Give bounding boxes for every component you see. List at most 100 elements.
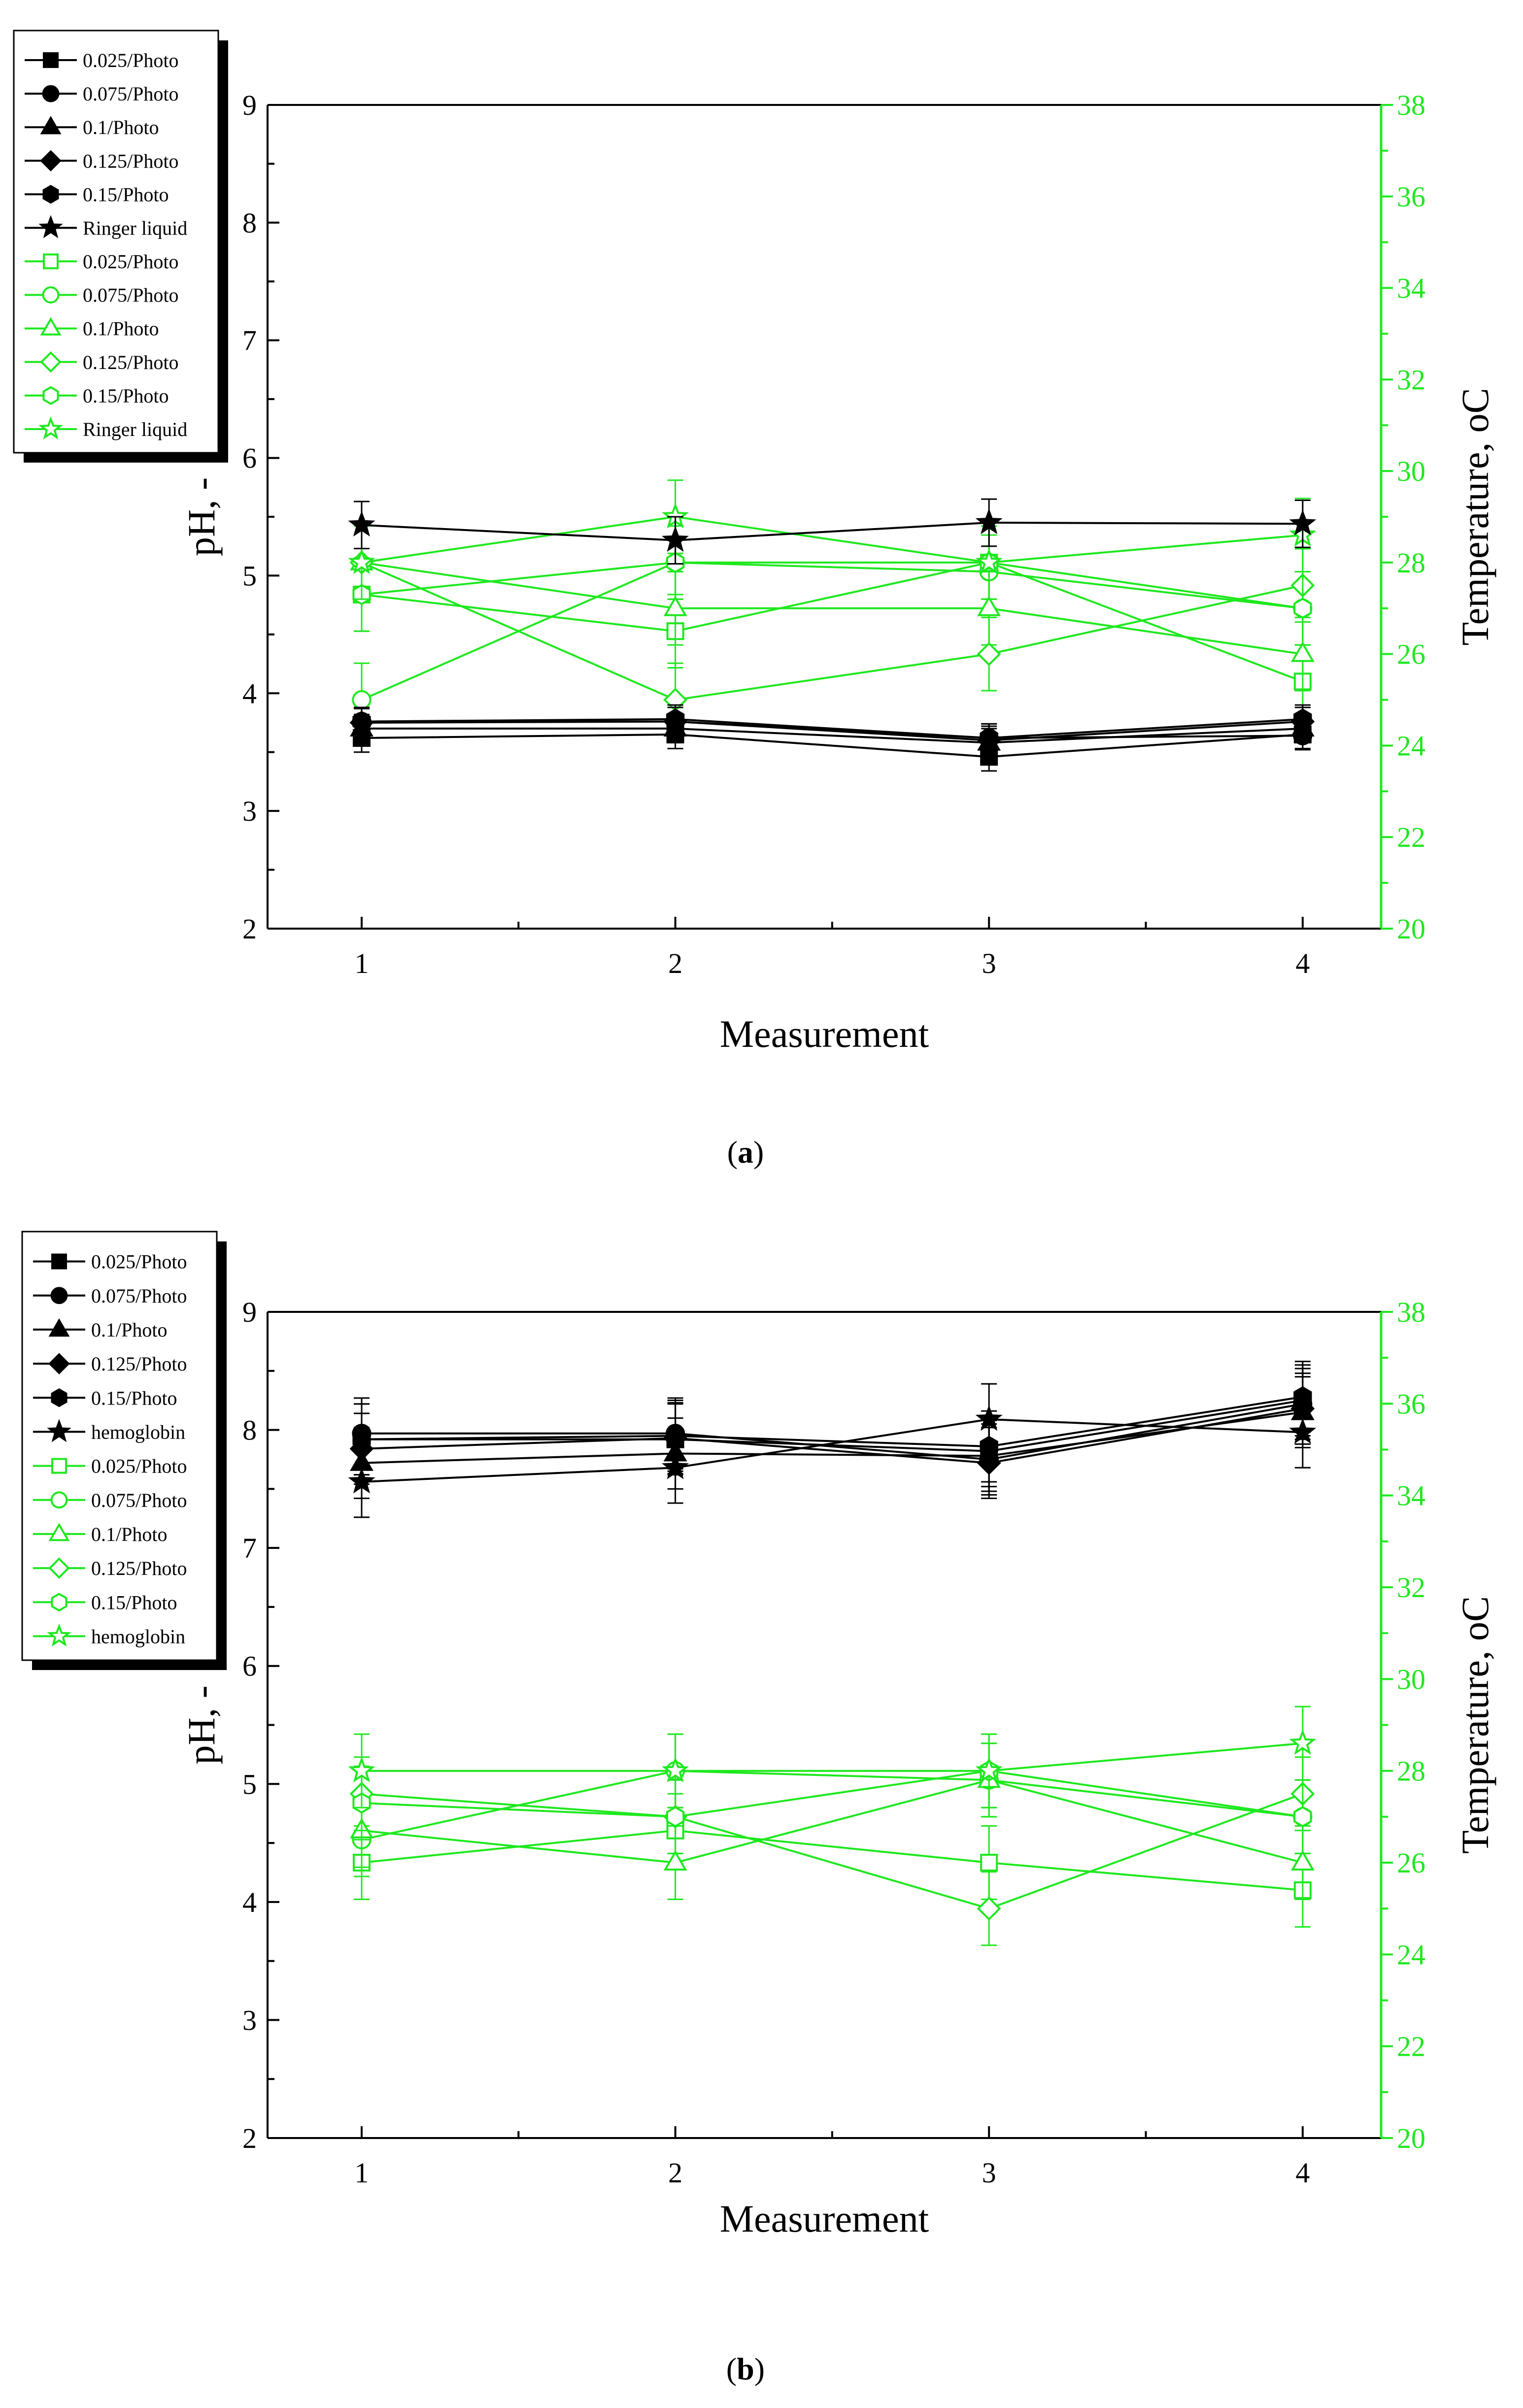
- y-tick-label: 9: [242, 89, 257, 121]
- y2-tick-label: 34: [1397, 272, 1425, 304]
- y-tick-label: 5: [242, 1768, 257, 1800]
- legend-marker: [47, 1623, 71, 1647]
- ph-series-line: [361, 521, 1303, 541]
- ph-series-line: [361, 1411, 1303, 1464]
- y2-tick-label: 24: [1397, 730, 1425, 762]
- ph-series-line: [361, 1396, 1303, 1448]
- legend-entry-label: 0.025/Photo: [83, 251, 178, 273]
- temperature-series-line: [361, 1770, 1303, 1818]
- legend-entry-label: 0.125/Photo: [91, 1557, 187, 1579]
- ph-series-line: [361, 720, 1303, 741]
- y2-axis-label-unit: oC: [1454, 388, 1496, 433]
- temperature-data-point: [977, 1896, 1001, 1921]
- temperature-data-point: [663, 1850, 687, 1871]
- legend-entry-label: 0.025/Photo: [91, 1455, 187, 1477]
- x-tick-label: 4: [1295, 947, 1310, 979]
- y2-tick-label: 30: [1397, 1663, 1425, 1695]
- y2-tick-label: 28: [1397, 1755, 1425, 1787]
- temperature-data-point: [975, 548, 1003, 574]
- y2-tick-label: 26: [1397, 638, 1425, 670]
- y2-tick-label: 32: [1397, 1572, 1425, 1604]
- temperature-series-5: [348, 1706, 1317, 1808]
- legend-entry-label: 0.075/Photo: [91, 1285, 187, 1307]
- temperature-data-point: [980, 1854, 998, 1872]
- ph-data-point: [1289, 509, 1317, 535]
- ph-data-point: [662, 526, 689, 552]
- y2-tick-label: 22: [1397, 821, 1425, 853]
- ph-series-5: [348, 498, 1317, 565]
- temperature-data-point: [1290, 641, 1315, 662]
- y-tick-label: 6: [242, 442, 257, 474]
- y-tick-label: 7: [242, 1532, 257, 1564]
- ph-series-line: [361, 733, 1303, 758]
- ph-data-point: [975, 1405, 1003, 1431]
- temperature-series-line: [361, 1793, 1303, 1910]
- legend-entry-label: 0.1/Photo: [91, 1523, 167, 1545]
- ph-data-point: [348, 1468, 375, 1494]
- legend-entry-label: 0.075/Photo: [83, 83, 178, 105]
- legend-marker: [48, 1353, 70, 1374]
- y2-tick-label: 20: [1397, 913, 1425, 945]
- temperature-series-line: [361, 1779, 1303, 1864]
- temperature-series-2: [350, 525, 1315, 692]
- temperature-data-point: [1293, 598, 1312, 619]
- temperature-series-2: [350, 1742, 1315, 1901]
- legend-entry-label: 0.025/Photo: [83, 49, 178, 71]
- panel-label-letter: b: [737, 2351, 754, 2386]
- y2-tick-label: 34: [1397, 1480, 1425, 1512]
- y2-tick-label: 30: [1397, 455, 1425, 487]
- legend-marker: [51, 1388, 68, 1407]
- ph-series-line: [362, 727, 1303, 744]
- x-tick-label: 2: [668, 2157, 682, 2189]
- temperature-data-point: [1290, 1850, 1315, 1871]
- ph-series-3: [349, 1372, 1315, 1500]
- legend-entry-label: hemoglobin: [91, 1625, 185, 1647]
- y2-axis-label: Temperature, oC: [1454, 1596, 1496, 1854]
- temperature-series-line: [362, 1742, 1303, 1772]
- ph-series-line: [361, 718, 1303, 739]
- panel-label-close: ): [753, 1135, 764, 1170]
- ph-data-point: [980, 727, 998, 749]
- temperature-series-line: [361, 561, 1303, 683]
- legend-marker: [42, 286, 60, 304]
- legend-marker: [48, 1522, 70, 1541]
- y-tick-label: 4: [242, 1886, 257, 1918]
- y2-tick-label: 28: [1397, 547, 1425, 579]
- temperature-data-point: [1289, 1729, 1317, 1755]
- legend-entry-label: 0.125/Photo: [91, 1353, 187, 1375]
- y2-axis-label-text: Temperature,: [1454, 1641, 1496, 1854]
- x-tick-label: 1: [354, 947, 369, 979]
- temperature-data-point: [352, 690, 372, 710]
- panel-label: (b): [726, 2351, 765, 2386]
- legend-marker: [43, 52, 59, 68]
- ph-data-point: [352, 711, 371, 733]
- legend-marker: [50, 1287, 68, 1304]
- x-tick-label: 4: [1295, 2157, 1310, 2189]
- y-tick-label: 7: [242, 325, 257, 357]
- temperature-data-point: [662, 1756, 689, 1783]
- legend-entry-label: 0.1/Photo: [83, 318, 159, 340]
- temperature-data-point: [666, 1806, 685, 1828]
- y2-axis-label-text: Temperature,: [1454, 433, 1496, 646]
- x-axis-label: Measurement: [720, 1012, 929, 1055]
- legend-entry-label: 0.1/Photo: [83, 116, 159, 138]
- legend-marker: [42, 185, 59, 204]
- legend-marker: [48, 1557, 70, 1579]
- x-tick-label: 2: [668, 947, 682, 979]
- legend-box: [21, 1231, 218, 1661]
- legend-marker: [40, 351, 62, 373]
- temperature-series-4: [352, 1733, 1312, 1854]
- x-axis-label: Measurement: [720, 2197, 929, 2240]
- temperature-series-line: [361, 1829, 1303, 1891]
- temperature-series-0: [352, 1793, 1312, 1928]
- y2-tick-label: 20: [1397, 2122, 1425, 2154]
- legend-entry-label: hemoglobin: [91, 1421, 185, 1443]
- temperature-series-5: [348, 479, 1317, 600]
- y-axis-label: pH, -: [180, 477, 223, 556]
- legend-marker: [47, 1419, 71, 1442]
- ph-data-point: [662, 1453, 689, 1479]
- temperature-series-3: [349, 1756, 1315, 1946]
- temperature-series-line: [361, 562, 1303, 701]
- legend-marker: [38, 416, 63, 440]
- temperature-data-point: [348, 548, 375, 574]
